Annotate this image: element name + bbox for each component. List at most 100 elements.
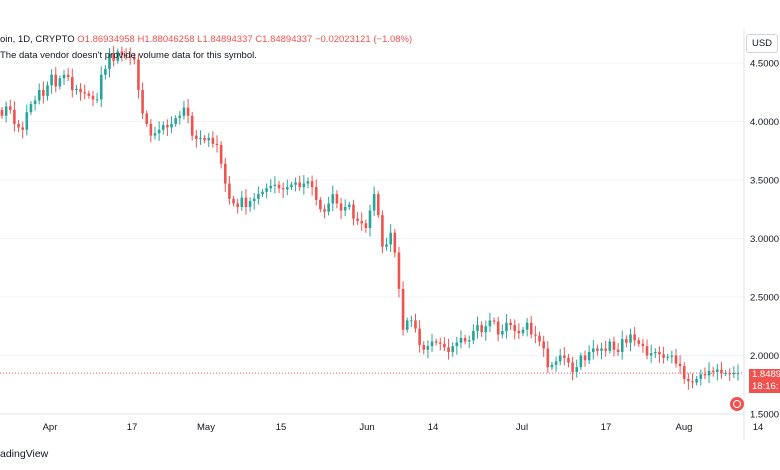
candle-body (133, 57, 136, 60)
candle-body (620, 339, 624, 353)
candles (0, 46, 740, 390)
candle-body (124, 54, 128, 57)
x-tick-label: Apr (43, 422, 58, 433)
candle-body (348, 204, 351, 207)
candle-body (563, 355, 566, 358)
candle-body (447, 347, 450, 353)
candle-body (505, 322, 508, 331)
x-tick-label: Aug (676, 422, 693, 433)
candle-body (207, 137, 211, 141)
candle-body (236, 203, 239, 207)
candle-body (703, 374, 707, 376)
globe-icon[interactable] (730, 397, 744, 411)
candle-body (711, 370, 715, 372)
candle-body (149, 123, 153, 136)
last-price-tag: 1.8489 18:16: (749, 369, 780, 393)
candle-body (33, 100, 37, 105)
candle-body (265, 188, 268, 192)
candle-body (108, 53, 111, 69)
candle-body (352, 204, 355, 219)
candle-body (211, 137, 215, 144)
candle-body (724, 373, 727, 375)
candle-body (612, 341, 616, 350)
candle-body (319, 199, 322, 210)
candle-body (257, 194, 260, 199)
x-tick-label: 15 (276, 422, 287, 433)
candle-body (658, 352, 661, 355)
candle-body (4, 106, 8, 116)
candle-body (687, 378, 690, 382)
candle-body (0, 109, 4, 116)
candle-body (480, 325, 483, 333)
candle-body (277, 184, 281, 189)
candle-body (488, 320, 492, 327)
candle-body (166, 125, 169, 128)
last-price-value: 1.8489 (752, 369, 780, 380)
candle-body (716, 369, 719, 372)
candle-body (335, 194, 339, 204)
candle-body (654, 352, 657, 354)
candle-body (616, 349, 620, 353)
x-tick-label: May (197, 422, 215, 433)
candle-body (145, 113, 149, 124)
candle-body (356, 218, 359, 221)
candle-body (29, 104, 33, 113)
candle-body (323, 209, 326, 212)
candle-body (393, 232, 397, 253)
y-tick-label: 4.0000 (750, 117, 779, 128)
candle-body (517, 330, 521, 334)
candle-body (509, 322, 512, 326)
candle-body (451, 346, 454, 353)
candle-body (8, 106, 12, 110)
candle-body (269, 185, 273, 189)
candle-body (203, 137, 206, 141)
candle-body (459, 337, 463, 343)
symbol-legend: oin, 1D, CRYPTO O1.86934958 H1.88046258 … (0, 34, 412, 45)
candle-body (567, 357, 570, 363)
candle-body (137, 59, 140, 90)
candle-body (157, 129, 161, 134)
grid-lines (0, 62, 744, 415)
y-axis: 4.5000 4.0000 3.5000 3.0000 2.5000 2.0000 1.50… (750, 59, 779, 421)
currency-button[interactable]: USD (746, 34, 778, 53)
candle-body (426, 346, 430, 350)
candle-body (232, 198, 235, 204)
candle-body (186, 107, 190, 116)
candle-body (62, 74, 66, 79)
candle-body (438, 342, 442, 344)
candle-body (21, 127, 24, 130)
candle-body (244, 197, 248, 207)
candle-body (418, 328, 421, 345)
candle-body (364, 223, 368, 229)
candle-body (736, 373, 740, 375)
candle-body (286, 187, 289, 190)
candle-body (389, 232, 392, 245)
candle-body (50, 74, 53, 86)
candle-body (583, 355, 587, 361)
candle-body (732, 373, 736, 375)
candle-body (215, 143, 219, 145)
candle-body (306, 181, 310, 184)
candle-body (571, 362, 574, 372)
candle-body (343, 206, 347, 211)
x-tick-label: 17 (127, 422, 138, 433)
candle-body (649, 353, 653, 356)
candle-body (596, 348, 599, 351)
candle-body (443, 343, 446, 348)
ohlc-values: O1.86934958 H1.88046258 L1.84894337 C1.8… (77, 34, 413, 45)
volume-notice: The data vendor doesn't provide volume d… (0, 50, 257, 61)
candle-body (410, 320, 413, 322)
candle-body (637, 340, 641, 344)
candle-body (66, 74, 70, 78)
candle-body (95, 99, 99, 101)
candle-body (534, 334, 537, 336)
candle-body (670, 355, 674, 357)
candle-body (720, 369, 723, 374)
x-tick-label: 14 (753, 422, 764, 433)
candle-body (678, 363, 682, 367)
candle-body (525, 322, 529, 330)
candle-body (600, 348, 603, 351)
candle-body (219, 144, 223, 164)
candle-body (434, 341, 438, 343)
